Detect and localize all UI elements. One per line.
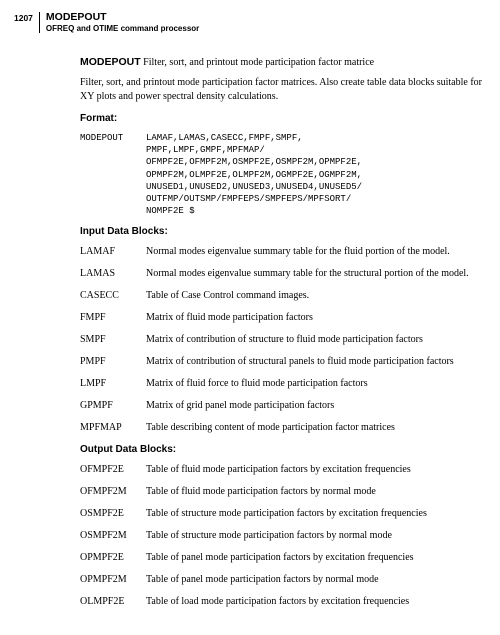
definition: Table of load mode participation factors…	[146, 595, 409, 609]
header-title: MODEPOUT	[46, 12, 199, 24]
term: LMPF	[80, 377, 146, 391]
definition: Matrix of fluid mode participation facto…	[146, 311, 313, 325]
term: OPMPF2E	[80, 551, 146, 565]
code-lines: LAMAF,LAMAS,CASECC,FMPF,SMPF, PMPF,LMPF,…	[146, 132, 362, 217]
term: OLMPF2E	[80, 595, 146, 609]
list-item: CASECCTable of Case Control command imag…	[80, 289, 482, 303]
output-blocks-heading: Output Data Blocks:	[80, 443, 482, 457]
output-blocks-list: OFMPF2ETable of fluid mode participation…	[80, 463, 482, 609]
term: OFMPF2M	[80, 485, 146, 499]
term: PMPF	[80, 355, 146, 369]
content-area: MODEPOUT Filter, sort, and printout mode…	[80, 55, 482, 609]
code-line: OPMPF2M,OLMPF2E,OLMPF2M,OGMPF2E,OGMPF2M,	[146, 170, 362, 180]
code-line: OUTFMP/OUTSMP/FMPFEPS/SMPFEPS/MPFSORT/	[146, 194, 351, 204]
list-item: OPMPF2MTable of panel mode participation…	[80, 573, 482, 587]
list-item: LAMASNormal modes eigenvalue summary tab…	[80, 267, 482, 281]
definition: Matrix of fluid force to fluid mode part…	[146, 377, 368, 391]
code-line: LAMAF,LAMAS,CASECC,FMPF,SMPF,	[146, 133, 303, 143]
term: CASECC	[80, 289, 146, 303]
definition: Table of fluid mode participation factor…	[146, 463, 411, 477]
term: LAMAS	[80, 267, 146, 281]
term: OFMPF2E	[80, 463, 146, 477]
list-item: OLMPF2ETable of load mode participation …	[80, 595, 482, 609]
format-code-block: MODEPOUT LAMAF,LAMAS,CASECC,FMPF,SMPF, P…	[80, 132, 482, 217]
term: OSMPF2E	[80, 507, 146, 521]
header-subtitle: OFREQ and OTIME command processor	[46, 24, 199, 34]
definition: Table of panel mode participation factor…	[146, 573, 379, 587]
definition: Table of Case Control command images.	[146, 289, 309, 303]
code-line: OFMPF2E,OFMPF2M,OSMPF2E,OSMPF2M,OPMPF2E,	[146, 157, 362, 167]
lead-line: MODEPOUT Filter, sort, and printout mode…	[80, 55, 482, 70]
list-item: LAMAFNormal modes eigenvalue summary tab…	[80, 245, 482, 259]
list-item: GPMPFMatrix of grid panel mode participa…	[80, 399, 482, 413]
definition: Table of panel mode participation factor…	[146, 551, 414, 565]
code-line: PMPF,LMPF,GMPF,MPFMAP/	[146, 145, 265, 155]
definition: Normal modes eigenvalue summary table fo…	[146, 267, 469, 281]
code-line: UNUSED1,UNUSED2,UNUSED3,UNUSED4,UNUSED5/	[146, 182, 362, 192]
definition: Matrix of contribution of structure to f…	[146, 333, 423, 347]
definition: Table of structure mode participation fa…	[146, 507, 427, 521]
list-item: LMPFMatrix of fluid force to fluid mode …	[80, 377, 482, 391]
lead-short: Filter, sort, and printout mode particip…	[143, 57, 374, 68]
intro-paragraph: Filter, sort, and printout mode particip…	[80, 76, 482, 104]
page-number: 1207	[14, 13, 33, 23]
page-header: 1207 MODEPOUT OFREQ and OTIME command pr…	[14, 12, 482, 33]
definition: Matrix of contribution of structural pan…	[146, 355, 454, 369]
list-item: MPFMAPTable describing content of mode p…	[80, 421, 482, 435]
list-item: OSMPF2MTable of structure mode participa…	[80, 529, 482, 543]
code-command: MODEPOUT	[80, 132, 146, 217]
definition: Normal modes eigenvalue summary table fo…	[146, 245, 450, 259]
term: GPMPF	[80, 399, 146, 413]
list-item: SMPFMatrix of contribution of structure …	[80, 333, 482, 347]
term: LAMAF	[80, 245, 146, 259]
list-item: OPMPF2ETable of panel mode participation…	[80, 551, 482, 565]
definition: Table of structure mode participation fa…	[146, 529, 392, 543]
list-item: PMPFMatrix of contribution of structural…	[80, 355, 482, 369]
definition: Table of fluid mode participation factor…	[146, 485, 376, 499]
list-item: OFMPF2ETable of fluid mode participation…	[80, 463, 482, 477]
input-blocks-heading: Input Data Blocks:	[80, 225, 482, 239]
list-item: OFMPF2MTable of fluid mode participation…	[80, 485, 482, 499]
code-line: NOMPF2E $	[146, 206, 195, 216]
term: OSMPF2M	[80, 529, 146, 543]
lead-name: MODEPOUT	[80, 56, 141, 68]
list-item: FMPFMatrix of fluid mode participation f…	[80, 311, 482, 325]
definition: Matrix of grid panel mode participation …	[146, 399, 334, 413]
term: SMPF	[80, 333, 146, 347]
list-item: OSMPF2ETable of structure mode participa…	[80, 507, 482, 521]
term: FMPF	[80, 311, 146, 325]
term: MPFMAP	[80, 421, 146, 435]
definition: Table describing content of mode partici…	[146, 421, 395, 435]
input-blocks-list: LAMAFNormal modes eigenvalue summary tab…	[80, 245, 482, 435]
term: OPMPF2M	[80, 573, 146, 587]
format-heading: Format:	[80, 112, 482, 126]
